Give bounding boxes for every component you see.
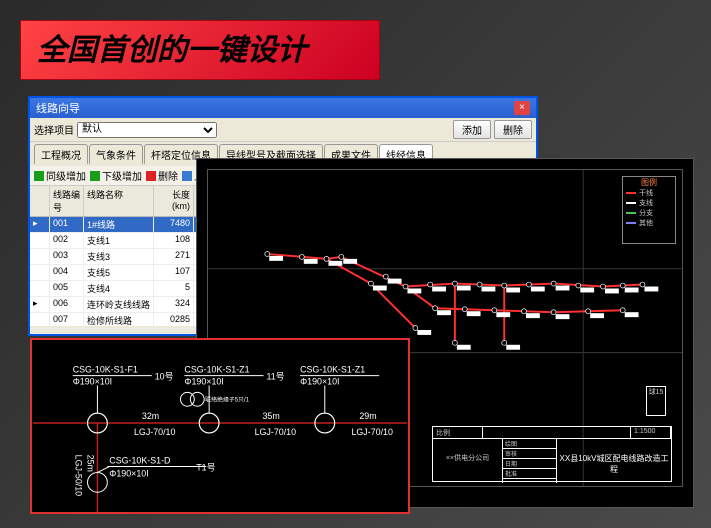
add-button[interactable]: 添加 [453, 120, 491, 139]
line-list-grid[interactable]: 线路编号线路名称长度(km) ▸0011#线路7480002支线1108003支… [30, 186, 200, 326]
dialog-titlebar[interactable]: 线路向导 × [30, 98, 536, 118]
table-row[interactable]: 004支线5107 [30, 265, 199, 281]
child-level-add-button[interactable]: 下级增加 [90, 168, 142, 183]
corner-marker: 球15 [646, 386, 666, 416]
svg-text:LGJ-70/10: LGJ-70/10 [255, 427, 297, 437]
svg-text:LGJ-50/10: LGJ-50/10 [74, 455, 84, 497]
table-row[interactable]: ▸006连环岭支线线路324 [30, 297, 199, 313]
svg-text:Φ190×10I: Φ190×10I [300, 376, 339, 386]
delete-button[interactable]: 删除 [494, 120, 532, 139]
tab-1[interactable]: 气象条件 [89, 144, 143, 164]
close-icon[interactable]: × [514, 101, 530, 115]
svg-text:CSG-10K-S1-F1: CSG-10K-S1-F1 [73, 365, 138, 375]
svg-text:T1号: T1号 [196, 462, 215, 472]
svg-text:LGJ-70/10: LGJ-70/10 [351, 427, 393, 437]
svg-text:Φ190×10I: Φ190×10I [109, 468, 148, 478]
svg-text:CSG-10K-S1-Z1: CSG-10K-S1-Z1 [184, 365, 249, 375]
table-row[interactable]: 007检修所线路0285 [30, 313, 199, 329]
svg-text:25m: 25m [86, 455, 96, 472]
svg-text:10号: 10号 [155, 372, 174, 382]
svg-text:35m: 35m [263, 411, 280, 421]
table-row[interactable]: 003支线3271 [30, 249, 199, 265]
project-select[interactable]: 默认 [77, 122, 217, 138]
tab-0[interactable]: 工程概况 [34, 144, 88, 164]
svg-text:CSG-10K-S1-D: CSG-10K-S1-D [109, 456, 170, 466]
plus-icon [34, 171, 44, 181]
delete-row-button[interactable]: 删除 [146, 168, 178, 183]
svg-text:29m: 29m [359, 411, 376, 421]
svg-text:CSG-10K-S1-Z1: CSG-10K-S1-Z1 [300, 365, 365, 375]
plus-icon [90, 171, 100, 181]
table-row[interactable]: 002支线1108 [30, 233, 199, 249]
svg-text:Φ190×10I: Φ190×10I [73, 376, 112, 386]
svg-text:32m: 32m [142, 411, 159, 421]
table-row[interactable]: 005支线45 [30, 281, 199, 297]
detail-callout: CSG-10K-S1-F1Φ190×10I10号联络绝缘子5只/1CSG-10K… [30, 338, 410, 514]
table-row[interactable]: ▸0011#线路7480 [30, 217, 199, 233]
svg-text:11号: 11号 [266, 372, 284, 382]
detail-diagram: CSG-10K-S1-F1Φ190×10I10号联络绝缘子5只/1CSG-10K… [32, 340, 408, 512]
arrow-up-icon [182, 171, 192, 181]
svg-text:联络绝缘子5只/1: 联络绝缘子5只/1 [205, 395, 249, 403]
svg-text:Φ190×10I: Φ190×10I [184, 376, 223, 386]
dialog-title: 线路向导 [36, 100, 80, 116]
svg-text:LGJ-70/10: LGJ-70/10 [134, 427, 176, 437]
same-level-add-button[interactable]: 同级增加 [34, 168, 86, 183]
project-label: 选择项目 [34, 122, 74, 137]
title-block: 比例1:1500 ××供电分公司 绘图审核日期批准 XX县10kV城区配电线路改… [432, 426, 672, 482]
title-banner: 全国首创的一键设计 [20, 20, 380, 80]
minus-icon [146, 171, 156, 181]
